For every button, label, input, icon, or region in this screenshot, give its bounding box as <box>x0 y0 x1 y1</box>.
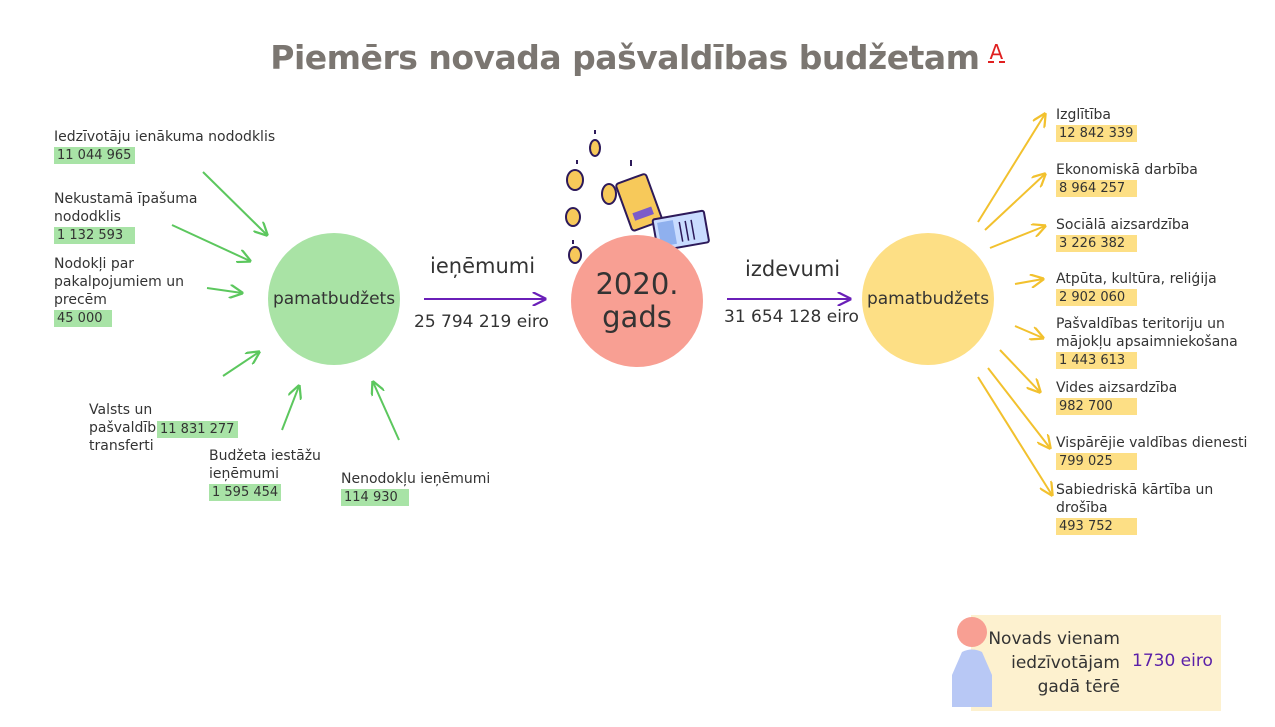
person-icon <box>952 617 992 707</box>
income-value: 11 044 965 <box>54 147 135 164</box>
expense-value: 3 226 382 <box>1056 235 1137 252</box>
income-label: Nekustamā īpašuma nododklis <box>54 191 198 225</box>
income-item: Iedzīvotāju ienākuma nododklis 11 044 96… <box>54 128 284 164</box>
expense-item: Izglītība 12 842 339 <box>1056 106 1256 142</box>
arrow-expense-4 <box>1014 279 1043 284</box>
arrow-expense-5 <box>1014 325 1043 338</box>
expense-value: 799 025 <box>1056 453 1137 470</box>
expense-label: Vides aizsardzība <box>1056 380 1178 396</box>
arrow-expense-2 <box>984 174 1045 231</box>
arrow-income-4 <box>222 352 259 377</box>
income-label: Nodokļi par pakalpojumiem un precēm <box>54 256 184 308</box>
year-circle-line2: gads <box>602 300 672 334</box>
income-budget-label: pamatbudžets <box>272 289 396 309</box>
flow-out-label: izdevumi <box>745 257 841 281</box>
expense-value: 493 752 <box>1056 518 1137 535</box>
per-capita-text: Novads vienam iedzīvotājam gadā tērē <box>988 629 1120 697</box>
expense-value: 1 443 613 <box>1056 352 1137 369</box>
flow-in-amount: 25 794 219 eiro <box>414 312 549 332</box>
arrow-income-2 <box>171 224 250 261</box>
income-label: Iedzīvotāju ienākuma nododklis <box>54 129 276 145</box>
arrow-income-1 <box>202 171 267 235</box>
income-value: 11 831 277 <box>157 421 238 438</box>
expense-item: Pašvaldības teritoriju un mājokļu apsaim… <box>1056 315 1256 369</box>
flow-in-label: ieņēmumi <box>430 254 536 278</box>
income-item: Budžeta iestāžu ieņēmumi 1 595 454 <box>209 447 329 501</box>
arrow-expense-1 <box>977 114 1045 223</box>
expense-value: 2 902 060 <box>1056 289 1137 306</box>
expense-value: 8 964 257 <box>1056 180 1137 197</box>
expense-label: Atpūta, kultūra, reliģija <box>1056 271 1217 287</box>
income-item: Nodokļi par pakalpojumiem un precēm 45 0… <box>54 255 189 327</box>
arrow-income-5 <box>281 386 299 431</box>
expense-label: Sabiedriskā kārtība un drošība <box>1056 482 1214 516</box>
flow-out-amount: 31 654 128 eiro <box>724 307 859 327</box>
coins-and-banknote-icon <box>565 130 710 264</box>
expense-label: Ekonomiskā darbība <box>1056 162 1198 178</box>
arrow-income-6 <box>373 382 400 441</box>
expense-label: Izglītība <box>1056 107 1111 123</box>
expense-budget-circle: pamatbudžets <box>862 233 994 365</box>
income-value: 1 595 454 <box>209 484 282 501</box>
income-item: Nenodokļu ieņēmumi 114 930 <box>341 470 501 506</box>
expense-value: 982 700 <box>1056 398 1137 415</box>
arrow-income-3 <box>206 288 242 293</box>
page-title: Piemērs novada pašvaldības budžetam A <box>0 38 1275 77</box>
per-capita-box <box>971 615 1221 711</box>
per-capita-value: 1730 eiro <box>1132 651 1213 671</box>
arrow-expense-3 <box>989 226 1045 249</box>
arrow-expense-8 <box>977 376 1052 495</box>
year-circle: 2020. gads <box>571 235 703 367</box>
income-value: 45 000 <box>54 310 112 327</box>
title-text: Piemērs novada pašvaldības budžetam <box>270 38 980 77</box>
expense-label: Pašvaldības teritoriju un mājokļu apsaim… <box>1056 316 1238 350</box>
income-label: Budžeta iestāžu ieņēmumi <box>209 448 321 482</box>
income-item: Nekustamā īpašuma nododklis 1 132 593 <box>54 190 204 244</box>
spellcheck-mark[interactable]: A <box>987 40 1005 64</box>
income-value: 1 132 593 <box>54 227 135 244</box>
income-label: Nenodokļu ieņēmumi <box>341 471 491 487</box>
expense-item: Atpūta, kultūra, reliģija 2 902 060 <box>1056 270 1256 306</box>
expense-item: Sociālā aizsardzība 3 226 382 <box>1056 216 1256 252</box>
arrow-expense-7 <box>987 367 1050 448</box>
expense-label: Sociālā aizsardzība <box>1056 217 1190 233</box>
expense-budget-label: pamatbudžets <box>866 289 990 309</box>
arrow-expense-6 <box>999 349 1040 392</box>
income-budget-circle: pamatbudžets <box>268 233 400 365</box>
expense-item: Vispārējie valdības dienesti 799 025 <box>1056 434 1266 470</box>
year-circle-line1: 2020. <box>595 267 679 301</box>
expense-item: Ekonomiskā darbība 8 964 257 <box>1056 161 1256 197</box>
income-value: 114 930 <box>341 489 409 506</box>
expense-label: Vispārējie valdības dienesti <box>1056 435 1248 451</box>
income-item: Valsts un pašvaldību transferti 11 831 2… <box>89 401 259 455</box>
income-label: Valsts un pašvaldību transferti <box>89 402 166 454</box>
expense-item: Sabiedriskā kārtība un drošība 493 752 <box>1056 481 1236 535</box>
expense-value: 12 842 339 <box>1056 125 1137 142</box>
expense-item: Vides aizsardzība 982 700 <box>1056 379 1256 415</box>
